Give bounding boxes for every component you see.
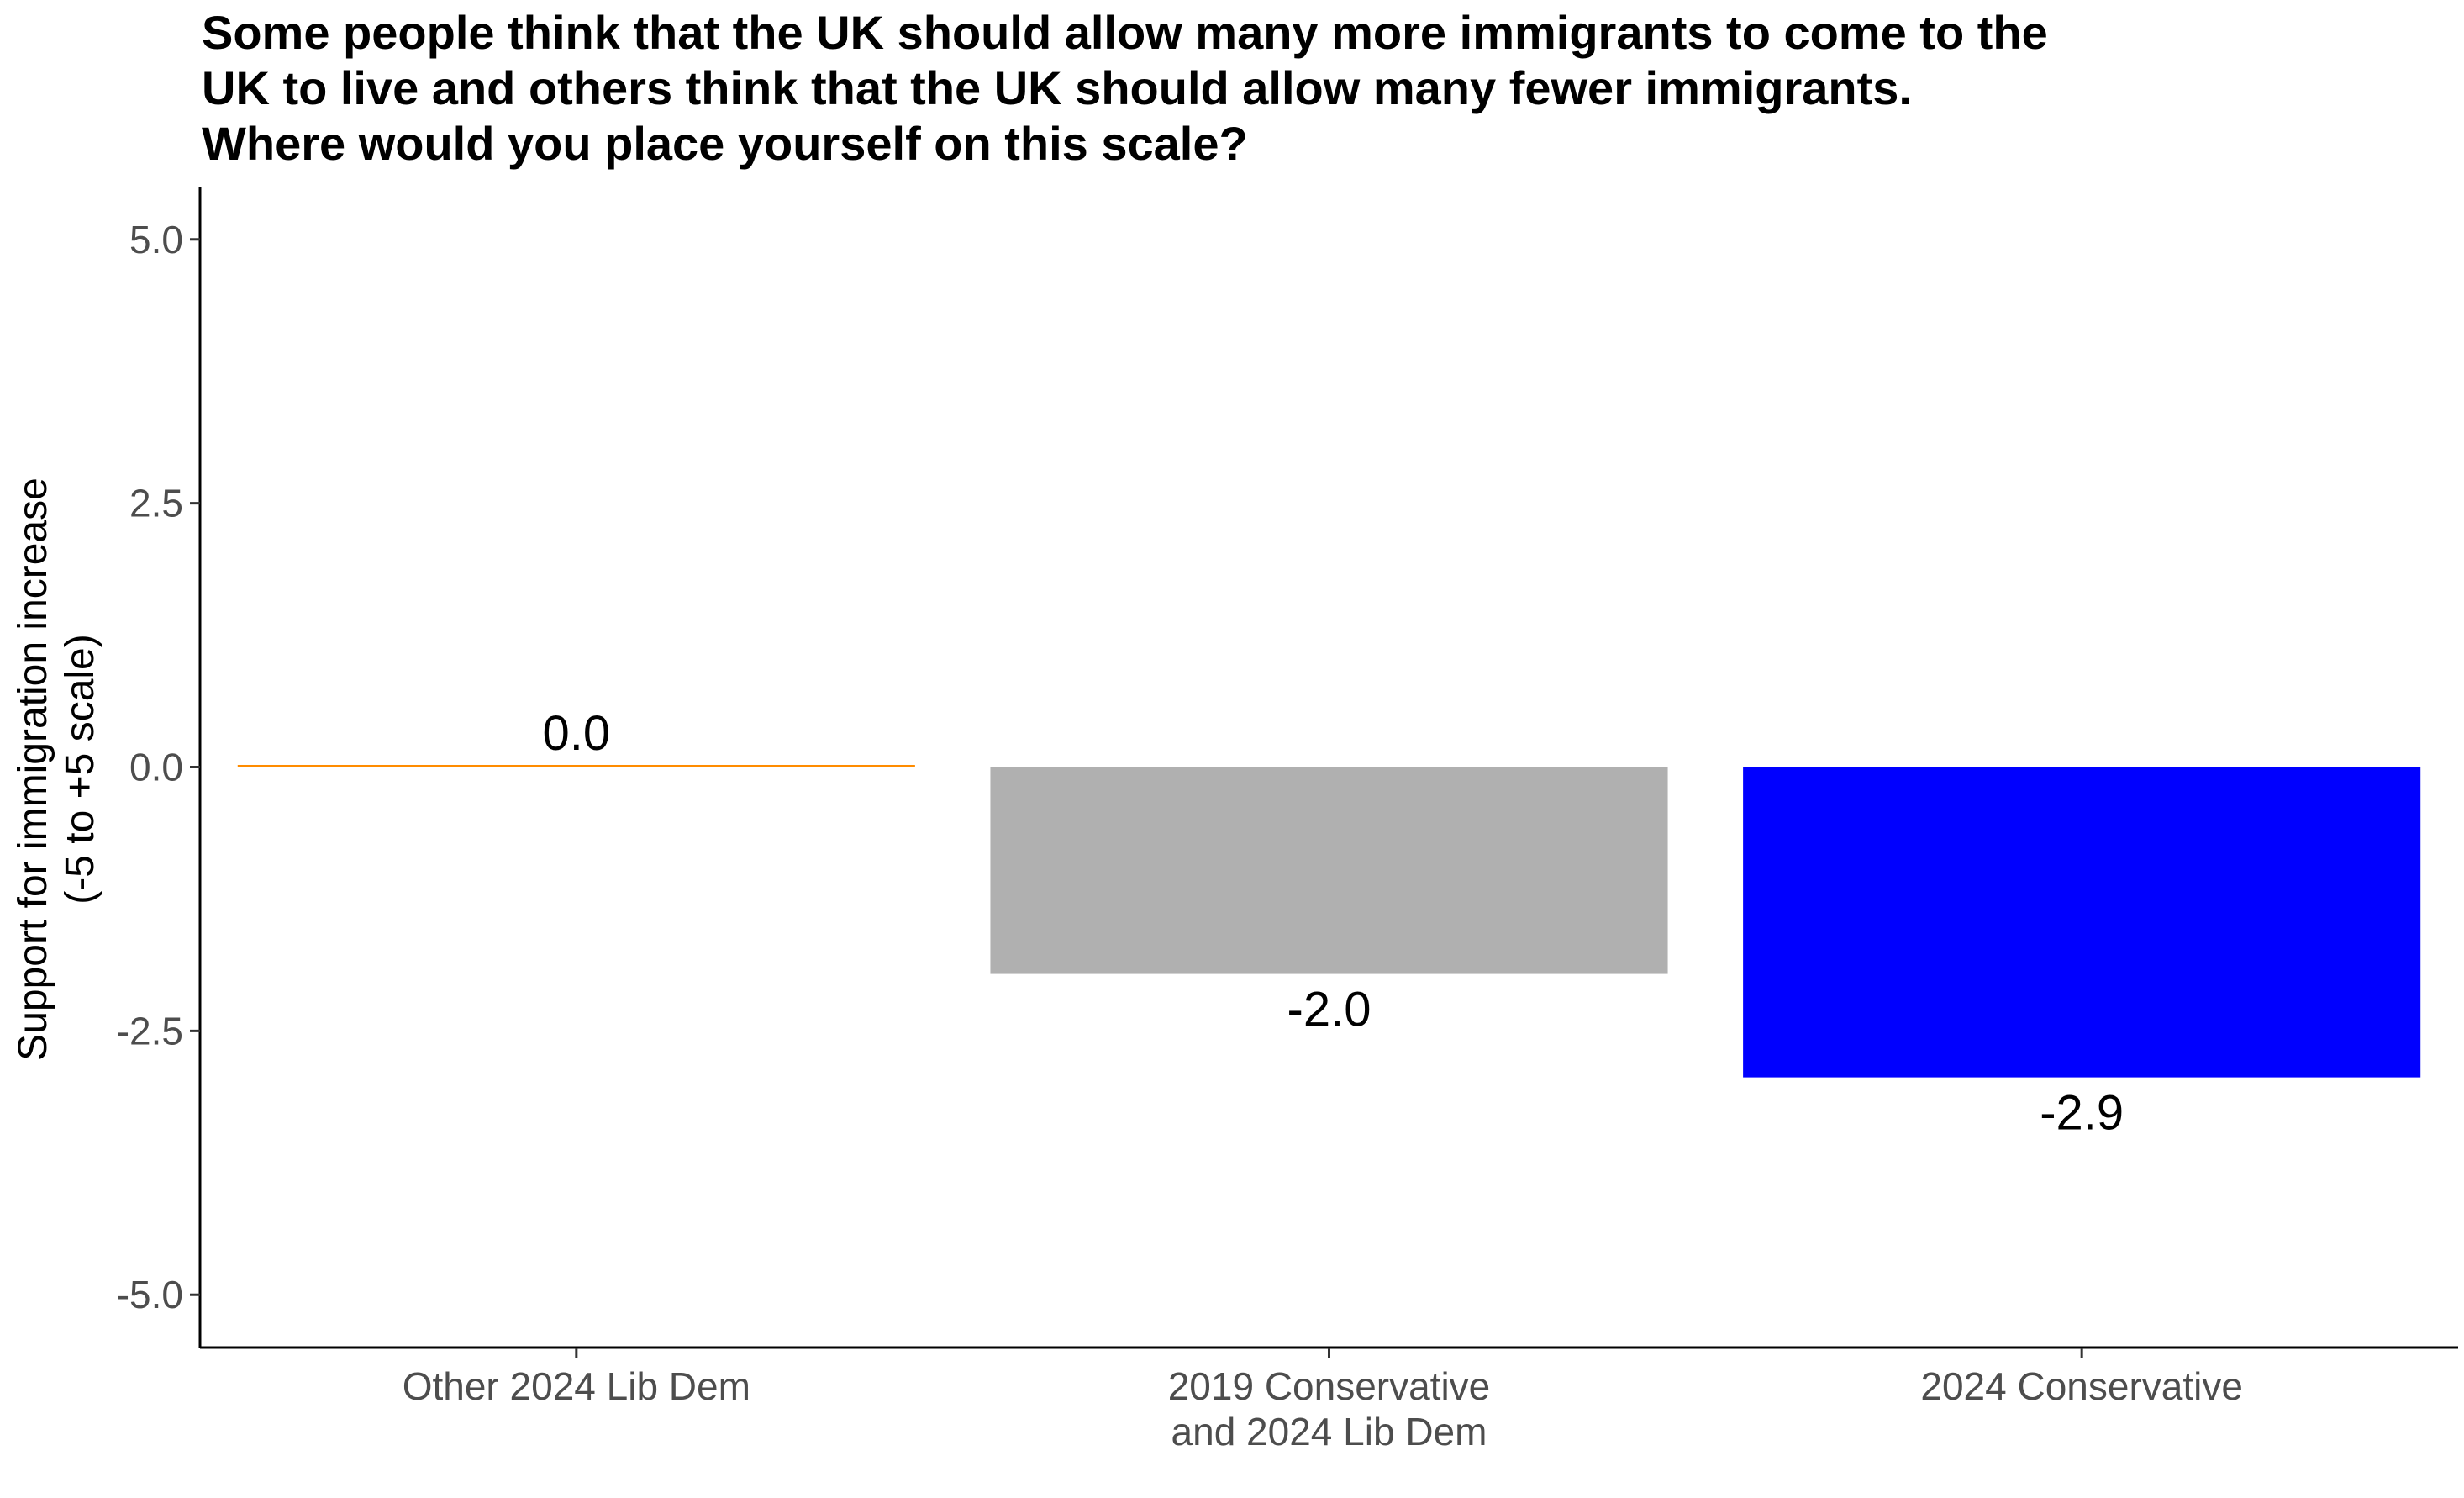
data-labels: 0.0 -2.0 -2.9 xyxy=(543,706,2124,1141)
bar-2 xyxy=(990,767,1668,974)
y-tick-label-3: 0.0 xyxy=(129,746,183,789)
chart-title: Some people think that the UK should all… xyxy=(202,6,2048,170)
chart-title-line-1: Some people think that the UK should all… xyxy=(202,6,2048,59)
data-label-2: -2.0 xyxy=(1287,983,1372,1037)
x-tick-label-3: 2024 Conservative xyxy=(1920,1364,2243,1408)
chart-title-line-2: UK to live and others think that the UK … xyxy=(202,61,1912,114)
y-tick-label-5: -5.0 xyxy=(117,1273,183,1316)
x-tick-label-1: Other 2024 Lib Dem xyxy=(403,1364,750,1408)
y-tick-label-1: 5.0 xyxy=(129,218,183,261)
bar-3 xyxy=(1743,767,2421,1078)
y-axis-title: Support for immigration increase (-5 to … xyxy=(11,477,103,1061)
chart-title-line-3: Where would you place yourself on this s… xyxy=(202,117,1248,170)
data-label-1: 0.0 xyxy=(543,706,611,761)
y-tick-label-4: -2.5 xyxy=(117,1009,183,1052)
plot-area: 0.0 -2.0 -2.9 5.0 2.5 0.0 -2.5 -5.0 Other 2024… xyxy=(117,187,2458,1453)
bars xyxy=(237,764,2421,1078)
y-ticks: 5.0 2.5 0.0 -2.5 -5.0 xyxy=(117,218,200,1316)
data-label-3: -2.9 xyxy=(2040,1086,2124,1141)
y-axis-title-line-1: Support for immigration increase xyxy=(11,477,55,1061)
x-tick-label-2: 2019 Conservative and 2024 Lib Dem xyxy=(1168,1364,1491,1453)
bar-1 xyxy=(237,764,915,767)
y-tick-label-2: 2.5 xyxy=(129,482,183,525)
y-axis-title-line-2: (-5 to +5 scale) xyxy=(58,634,103,904)
x-ticks: Other 2024 Lib Dem 2019 Conservative and 2… xyxy=(403,1348,2243,1453)
